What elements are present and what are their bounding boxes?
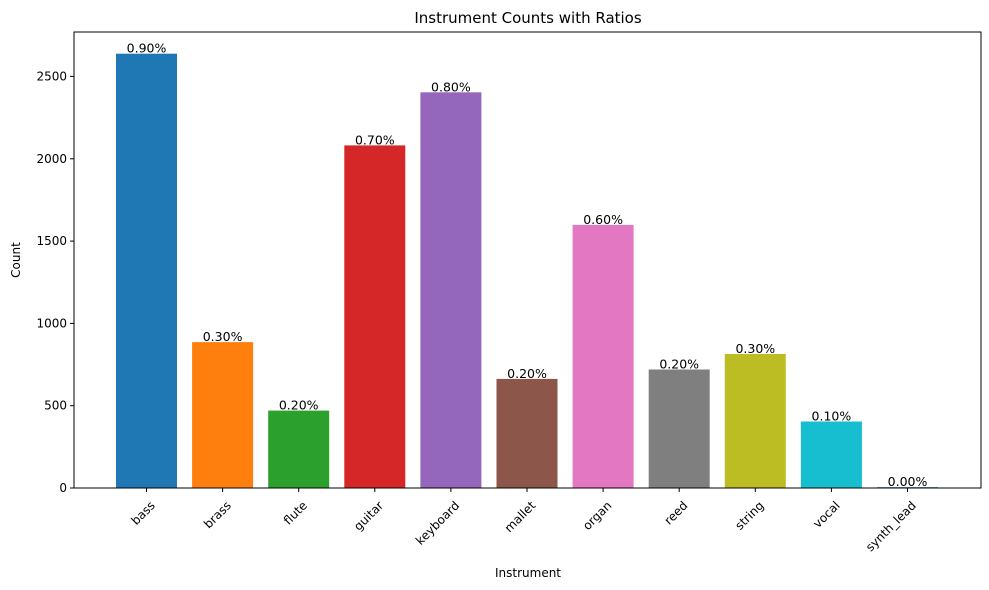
- y-axis: 0 500 1000 1500 2000 2500: [36, 69, 74, 495]
- x-tick-label-flute: flute: [281, 498, 310, 527]
- bar-label-flute: 0.20%: [279, 398, 319, 413]
- bars-group: [116, 53, 938, 489]
- chart-title: Instrument Counts with Ratios: [414, 9, 642, 27]
- bar-reed: [648, 369, 710, 488]
- bar-mallet: [496, 378, 558, 488]
- bar-string: [724, 354, 786, 488]
- x-tick-label-vocal: vocal: [810, 498, 842, 530]
- bar-label-brass: 0.30%: [203, 329, 243, 344]
- bar-labels-group: 0.90% 0.30% 0.20% 0.70% 0.80% 0.20% 0.60% 0.20%…: [127, 41, 928, 490]
- bar-label-vocal: 0.10%: [812, 409, 852, 424]
- x-tick-label-keyboard: keyboard: [413, 498, 462, 547]
- bar-guitar: [344, 145, 406, 488]
- y-axis-label: Count: [9, 242, 23, 278]
- bar-label-guitar: 0.70%: [355, 132, 395, 147]
- x-tick-label-string: string: [732, 498, 766, 532]
- bar-label-organ: 0.60%: [583, 212, 623, 227]
- x-tick-label-brass: brass: [201, 498, 234, 531]
- bar-brass: [192, 342, 254, 488]
- x-tick-label-bass: bass: [129, 498, 158, 527]
- bar-keyboard: [420, 92, 482, 489]
- x-tick-label-synth-lead: synth_lead: [863, 498, 919, 554]
- bar-flute: [268, 410, 330, 488]
- y-tick-label-1000: 1000: [36, 316, 67, 330]
- bar-vocal: [800, 421, 862, 488]
- bar-organ: [572, 224, 634, 488]
- x-tick-label-organ: organ: [580, 498, 614, 532]
- bar-bass: [116, 53, 177, 488]
- y-tick-label-2500: 2500: [36, 69, 67, 83]
- x-tick-label-guitar: guitar: [351, 498, 386, 533]
- x-tick-label-reed: reed: [662, 498, 691, 527]
- bar-label-bass: 0.90%: [127, 41, 167, 56]
- x-axis: bass brass flute guitar keyboard mallet organ r…: [129, 488, 919, 554]
- y-tick-label-0: 0: [59, 481, 67, 495]
- bar-label-reed: 0.20%: [659, 357, 699, 372]
- y-tick-label-2000: 2000: [36, 152, 67, 166]
- x-axis-label: Instrument: [495, 566, 561, 580]
- bar-label-synth-lead: 0.00%: [888, 474, 928, 489]
- x-tick-label-mallet: mallet: [502, 498, 539, 535]
- bar-label-keyboard: 0.80%: [431, 79, 471, 94]
- bar-label-string: 0.30%: [735, 341, 775, 356]
- y-tick-label-1500: 1500: [36, 234, 67, 248]
- y-tick-label-500: 500: [44, 399, 67, 413]
- bar-label-mallet: 0.20%: [507, 366, 547, 381]
